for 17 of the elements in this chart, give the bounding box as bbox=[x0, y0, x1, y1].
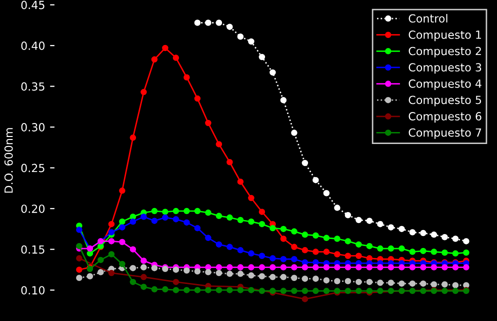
legend-label: Control bbox=[408, 14, 448, 23]
y-tick-label: 0.20 bbox=[21, 204, 45, 213]
legend-label: Compuesto 6 bbox=[408, 112, 482, 123]
y-tick-label: 0.40 bbox=[21, 42, 45, 50]
legend-label: Compuesto 2 bbox=[408, 46, 481, 58]
legend-label: Compuesto 3 bbox=[408, 63, 482, 74]
legend-label: Compuesto 5 bbox=[408, 96, 482, 106]
y-tick-label: 0.45 bbox=[21, 0, 44, 10]
y-tick-label: 0.35 bbox=[21, 82, 44, 91]
legend-label: Compuesto 1 bbox=[408, 30, 481, 42]
legend-label: Compuesto 4 bbox=[408, 79, 482, 90]
y-tick-label: 0.10 bbox=[21, 286, 45, 294]
y-tick-label: 0.15 bbox=[21, 245, 44, 254]
legend-label: Compuesto 7 bbox=[408, 128, 482, 139]
y-axis-title: D.O. 600nm bbox=[4, 128, 13, 193]
y-tick-label: 0.30 bbox=[21, 123, 45, 132]
y-tick-label: 0.25 bbox=[21, 164, 44, 172]
